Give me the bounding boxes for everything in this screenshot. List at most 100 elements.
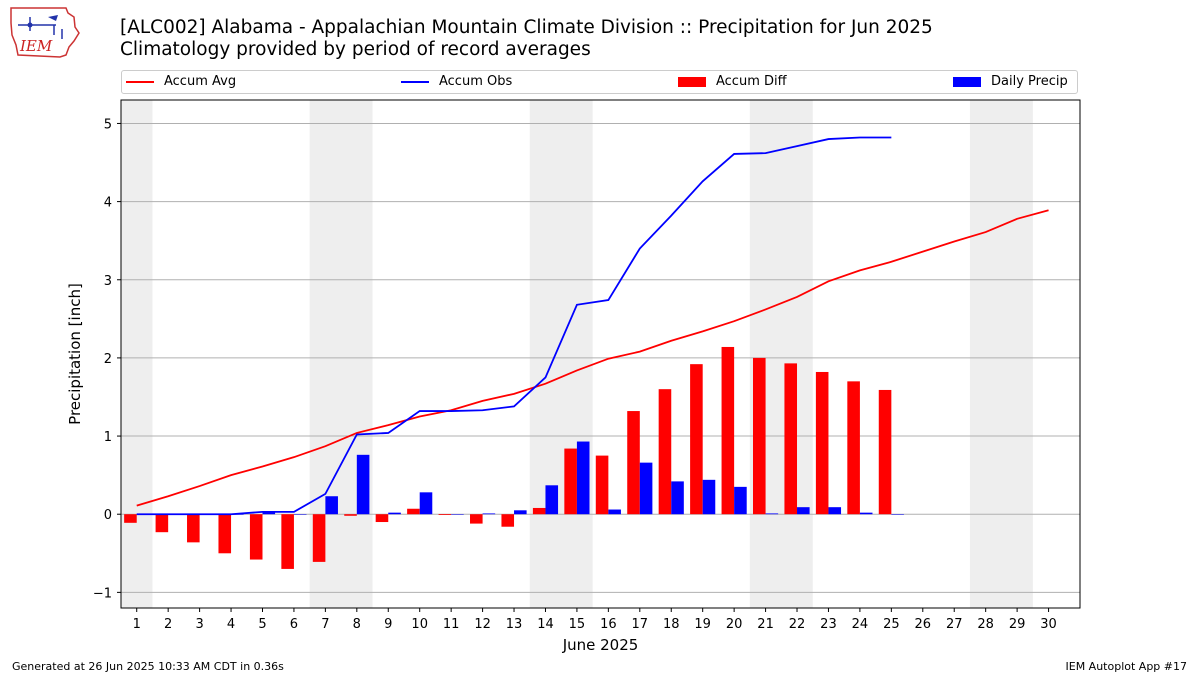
daily-precip-bar xyxy=(325,496,338,515)
accum-diff-bar xyxy=(501,514,515,527)
x-tick-label: 11 xyxy=(443,617,460,632)
accum-diff-bar xyxy=(407,508,420,515)
y-axis-label: Precipitation [inch] xyxy=(66,283,84,425)
legend-label: Accum Obs xyxy=(439,74,513,89)
weekend-band xyxy=(529,100,593,608)
daily-precip-bar xyxy=(608,509,621,515)
daily-precip-bar xyxy=(482,513,496,515)
accum-avg-line xyxy=(136,209,1049,507)
x-tick-label: 25 xyxy=(883,617,900,632)
x-tick-label: 1 xyxy=(133,617,141,632)
accum-diff-bar xyxy=(218,514,232,554)
accum-diff-bar xyxy=(658,389,672,515)
legend: Accum Avg Accum Obs Accum Diff Daily Pre… xyxy=(121,70,1078,94)
chart-subtitle: Climatology provided by period of record… xyxy=(120,39,591,60)
daily-precip-bar xyxy=(451,514,464,515)
x-tick-label: 17 xyxy=(632,617,649,632)
daily-precip-bar xyxy=(702,479,716,515)
daily-precip-bar xyxy=(419,492,433,515)
x-tick-label: 18 xyxy=(663,617,680,632)
x-tick-label: 20 xyxy=(726,617,743,632)
iowa-outline-icon xyxy=(10,7,80,58)
x-tick-label: 26 xyxy=(915,617,932,632)
x-tick-label: 15 xyxy=(569,617,586,632)
legend-item-daily-precip: Daily Precip xyxy=(953,74,1068,89)
app-credit: IEM Autoplot App #17 xyxy=(1065,660,1188,673)
x-tick-label: 28 xyxy=(977,617,994,632)
accum-diff-bar xyxy=(690,364,703,515)
daily-precip-bar xyxy=(797,507,810,515)
accum-obs-swatch xyxy=(401,80,429,83)
daily-precip-bar xyxy=(576,441,590,515)
accum-obs-line xyxy=(136,136,892,516)
accum-diff-bar xyxy=(815,371,829,515)
plot-frame xyxy=(120,99,1081,609)
daily-precip-bar xyxy=(388,512,401,515)
daily-precip-bar xyxy=(293,514,307,515)
accum-diff-bar xyxy=(124,514,137,523)
y-tick-label: 4 xyxy=(104,196,112,211)
accum-diff-bar xyxy=(784,363,798,515)
accum-diff-swatch xyxy=(678,76,706,87)
accum-diff-bar xyxy=(847,381,860,515)
x-tick-label: 6 xyxy=(290,617,298,632)
x-tick-label: 29 xyxy=(1009,617,1026,632)
x-tick-label: 16 xyxy=(600,617,617,632)
accum-avg-swatch xyxy=(126,80,154,83)
x-tick-label: 12 xyxy=(474,617,491,632)
x-tick-label: 7 xyxy=(321,617,329,632)
y-tick-label: 5 xyxy=(104,117,112,132)
daily-precip-bar xyxy=(765,513,779,515)
x-tick-label: 27 xyxy=(946,617,963,632)
x-tick-label: 9 xyxy=(384,617,392,632)
y-tick-label: 3 xyxy=(104,274,112,289)
legend-item-accum-avg: Accum Avg xyxy=(126,74,236,89)
accum-diff-bar xyxy=(375,514,389,523)
accum-diff-bar xyxy=(470,514,483,524)
accum-diff-bar xyxy=(344,514,357,516)
x-axis-label: June 2025 xyxy=(562,636,639,654)
iem-logo[interactable]: IEM xyxy=(8,5,80,59)
accum-diff-bar xyxy=(312,514,326,562)
accum-diff-bar xyxy=(438,514,452,515)
accum-diff-bar xyxy=(595,455,609,515)
x-tick-label: 21 xyxy=(757,617,774,632)
accum-diff-bar xyxy=(281,514,294,569)
accum-diff-bar xyxy=(721,346,735,515)
generated-timestamp: Generated at 26 Jun 2025 10:33 AM CDT in… xyxy=(12,660,284,673)
accum-diff-bar xyxy=(532,507,546,515)
x-tick-label: 3 xyxy=(195,617,203,632)
x-tick-label: 5 xyxy=(258,617,266,632)
accum-diff-bar xyxy=(187,514,200,543)
chart-title: [ALC002] Alabama - Appalachian Mountain … xyxy=(120,17,933,38)
x-tick-label: 13 xyxy=(506,617,523,632)
x-tick-label: 22 xyxy=(789,617,806,632)
daily-precip-bar xyxy=(828,507,842,515)
accum-diff-bar xyxy=(249,514,263,560)
x-tick-label: 4 xyxy=(227,617,235,632)
logo-text: IEM xyxy=(19,37,53,55)
legend-item-accum-obs: Accum Obs xyxy=(401,74,512,89)
y-tick-label: 2 xyxy=(104,352,112,367)
x-tick-label: 8 xyxy=(353,617,361,632)
weekend-band xyxy=(121,100,153,608)
x-tick-label: 10 xyxy=(411,617,428,632)
daily-precip-bar xyxy=(891,514,904,515)
accum-diff-bar xyxy=(627,411,640,515)
daily-precip-bar xyxy=(262,511,276,515)
accum-diff-bar xyxy=(155,514,169,533)
daily-precip-bar xyxy=(356,454,370,515)
daily-precip-bar xyxy=(514,510,527,515)
x-tick-label: 14 xyxy=(537,617,554,632)
legend-item-accum-diff: Accum Diff xyxy=(678,74,787,89)
daily-precip-bar xyxy=(671,481,684,515)
accum-diff-bar xyxy=(564,448,577,515)
legend-label: Accum Avg xyxy=(164,74,237,89)
x-tick-label: 24 xyxy=(852,617,869,632)
daily-precip-bar xyxy=(639,462,653,515)
y-tick-label: 0 xyxy=(104,508,112,523)
x-tick-label: 2 xyxy=(164,617,172,632)
x-tick-label: 23 xyxy=(820,617,837,632)
daily-precip-bar xyxy=(859,512,873,515)
